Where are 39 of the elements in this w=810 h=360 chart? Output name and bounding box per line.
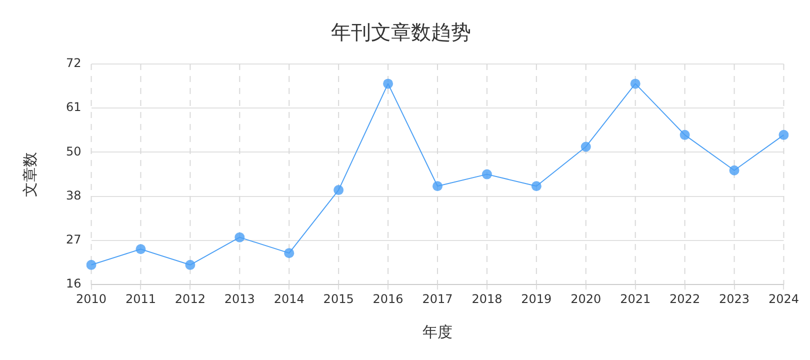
x-tick-label: 2010 bbox=[76, 292, 107, 306]
x-tick-label: 2021 bbox=[620, 292, 651, 306]
x-tick-label: 2018 bbox=[472, 292, 502, 306]
point bbox=[729, 165, 740, 176]
x-tick-label: 2020 bbox=[570, 292, 602, 306]
x-tick-label: 2024 bbox=[768, 292, 800, 306]
x-tick-label: 2013 bbox=[224, 292, 255, 306]
x-tick-label: 2012 bbox=[174, 292, 206, 306]
x-tick-label: 2011 bbox=[125, 292, 156, 306]
point bbox=[482, 169, 492, 180]
point bbox=[580, 142, 591, 152]
point bbox=[531, 181, 542, 192]
x-axis-title: 年度 bbox=[422, 322, 452, 341]
x-tick-label: 2023 bbox=[718, 292, 750, 306]
x-tick-label: 2017 bbox=[422, 292, 453, 306]
point bbox=[185, 260, 196, 270]
y-tick-label: 16 bbox=[66, 276, 82, 291]
point bbox=[680, 130, 690, 140]
y-axis-title: 文章数 bbox=[20, 152, 39, 197]
y-tick-label: 72 bbox=[66, 56, 82, 70]
y-tick-label: 38 bbox=[66, 188, 82, 202]
point bbox=[86, 260, 96, 270]
x-tick-label: 2016 bbox=[372, 292, 404, 306]
chart-title: 年刊文章数趋势 bbox=[331, 20, 471, 44]
x-tick-label: 2015 bbox=[323, 292, 354, 306]
point bbox=[334, 185, 344, 196]
x-tick-label: 2019 bbox=[521, 292, 552, 306]
y-tick-label: 27 bbox=[66, 232, 82, 247]
y-tick-label: 61 bbox=[66, 100, 82, 114]
point bbox=[778, 130, 789, 140]
point bbox=[284, 248, 294, 258]
point bbox=[383, 78, 394, 89]
point bbox=[136, 244, 146, 254]
point bbox=[432, 181, 442, 192]
x-tick-label: 2014 bbox=[274, 292, 304, 306]
point bbox=[234, 232, 245, 242]
point bbox=[630, 78, 640, 89]
x-tick-label: 2022 bbox=[670, 292, 700, 306]
y-tick-label: 50 bbox=[66, 144, 82, 158]
